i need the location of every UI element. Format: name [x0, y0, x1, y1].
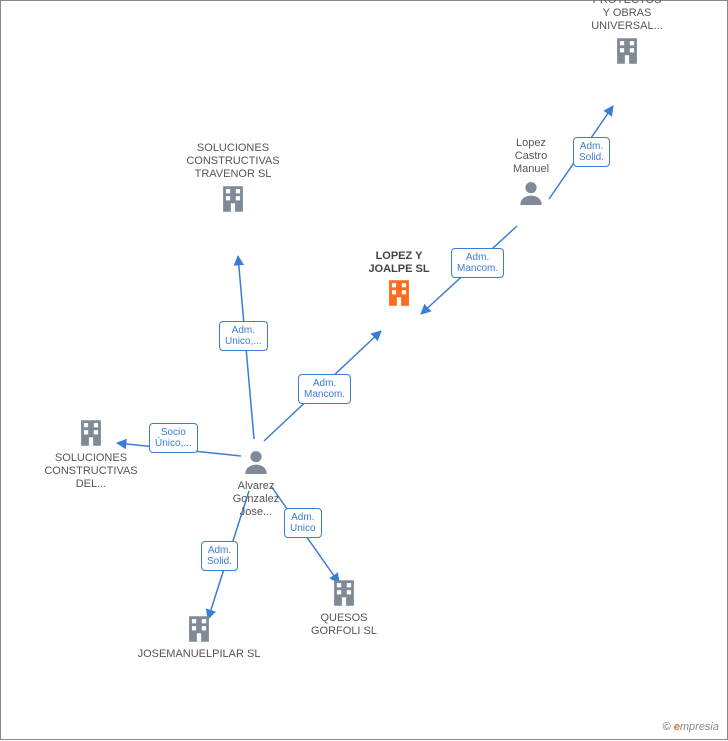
node-label: PROYECTOSY OBRASUNIVERSAL...: [577, 0, 677, 34]
edge-label: Adm.Mancom.: [298, 374, 351, 404]
node-label: LopezCastroManuel: [486, 137, 576, 177]
building-icon: [124, 612, 274, 646]
person-icon: [211, 446, 301, 478]
node-label: SOLUCIONESCONSTRUCTIVASDEL...: [26, 452, 156, 492]
node-lopez_joalpe[interactable]: LOPEZ YJOALPE SL: [339, 250, 459, 312]
edge-label: SocioÚnico,...: [149, 423, 198, 453]
node-label: QUESOSGORFOLI SL: [294, 612, 394, 638]
building-icon: [294, 576, 394, 610]
building-icon: [168, 182, 298, 216]
building-icon: [577, 34, 677, 68]
building-icon: [26, 416, 156, 450]
edge-label: Adm.Solid.: [573, 137, 610, 167]
person-icon: [486, 177, 576, 209]
node-lopez_castro[interactable]: LopezCastroManuel: [486, 137, 576, 211]
edge-label: Adm.Solid.: [201, 541, 238, 571]
node-label: LOPEZ YJOALPE SL: [339, 250, 459, 276]
node-alvarez[interactable]: AlvarezGonzalezJose...: [211, 446, 301, 520]
node-soluciones_travenor[interactable]: SOLUCIONESCONSTRUCTIVASTRAVENOR SL: [168, 142, 298, 218]
node-proyectos[interactable]: PROYECTOSY OBRASUNIVERSAL...: [577, 0, 677, 70]
node-soluciones_del[interactable]: SOLUCIONESCONSTRUCTIVASDEL...: [26, 416, 156, 492]
node-josemanuel[interactable]: JOSEMANUELPILAR SL: [124, 612, 274, 661]
copyright: © empresia: [663, 721, 719, 733]
node-label: SOLUCIONESCONSTRUCTIVASTRAVENOR SL: [168, 142, 298, 182]
building-icon: [339, 276, 459, 310]
node-quesos[interactable]: QUESOSGORFOLI SL: [294, 576, 394, 638]
node-label: JOSEMANUELPILAR SL: [124, 648, 274, 661]
copyright-rest: mpresia: [680, 721, 719, 733]
node-label: AlvarezGonzalezJose...: [211, 480, 301, 520]
copyright-symbol: ©: [663, 721, 671, 733]
edge-label: Adm.Unico,...: [219, 321, 268, 351]
